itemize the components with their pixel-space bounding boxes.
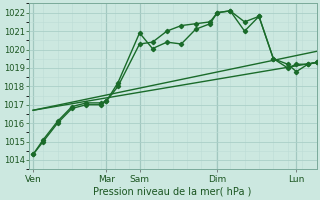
X-axis label: Pression niveau de la mer( hPa ): Pression niveau de la mer( hPa ) bbox=[93, 187, 252, 197]
